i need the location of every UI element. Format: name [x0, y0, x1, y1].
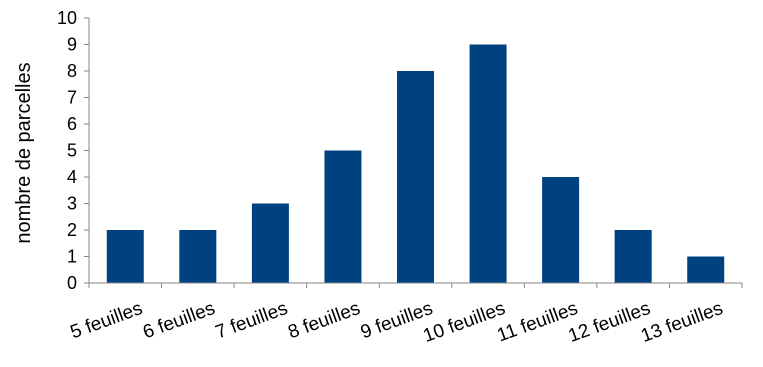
y-tick-label: 1 [67, 247, 77, 267]
bar [251, 203, 289, 283]
x-category-label: 5 feuilles [68, 298, 146, 343]
bar [106, 230, 144, 283]
y-tick-label: 10 [57, 8, 77, 28]
y-tick-label: 2 [67, 220, 77, 240]
y-axis-title: nombre de parcelles [13, 62, 35, 243]
y-tick-label: 8 [67, 61, 77, 81]
y-tick-label: 0 [67, 273, 77, 293]
axes [88, 18, 743, 288]
x-category-label: 8 feuilles [285, 298, 363, 343]
y-tick-label: 6 [67, 114, 77, 134]
bars [106, 44, 725, 283]
bar [542, 177, 580, 283]
y-tick-label: 9 [67, 35, 77, 55]
x-category-label: 12 feuilles [566, 298, 654, 347]
x-category-label: 10 feuilles [421, 298, 509, 347]
y-tick-label: 7 [67, 88, 77, 108]
y-tick-label: 4 [67, 167, 77, 187]
bar [687, 256, 725, 283]
bar [324, 150, 362, 283]
bar [179, 230, 217, 283]
x-category-label: 13 feuilles [638, 298, 726, 347]
y-tick-label: 5 [67, 141, 77, 161]
y-tick-label: 3 [67, 194, 77, 214]
bar [614, 230, 652, 283]
y-axis-ticks: 0 1 2 3 4 5 6 7 8 9 10 [57, 8, 89, 293]
bar [397, 71, 434, 283]
x-category-label: 11 feuilles [494, 298, 580, 347]
bar [469, 44, 507, 283]
x-category-label: 6 feuilles [140, 298, 218, 343]
x-category-label: 7 feuilles [213, 298, 291, 343]
